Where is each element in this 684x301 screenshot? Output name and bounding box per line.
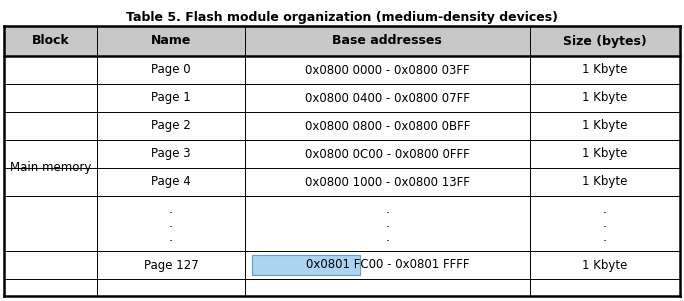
Bar (4, 56, 97, 84)
Bar (530, 196, 680, 251)
Text: 1 Kbyte: 1 Kbyte (582, 259, 628, 272)
Text: .: . (385, 217, 389, 230)
Bar (245, 56, 530, 84)
Bar (530, 84, 680, 112)
Bar (245, 112, 530, 140)
Text: Base addresses: Base addresses (332, 35, 442, 48)
Bar (97, 56, 245, 84)
Text: .: . (169, 231, 173, 244)
Bar (245, 168, 530, 196)
Bar (97, 251, 245, 279)
Text: 0x0800 0400 - 0x0800 07FF: 0x0800 0400 - 0x0800 07FF (305, 92, 470, 104)
Bar (4, 84, 97, 112)
Bar (530, 112, 680, 140)
Bar (97, 168, 245, 196)
Bar (4, 196, 97, 251)
Text: Size (bytes): Size (bytes) (563, 35, 647, 48)
Text: .: . (169, 217, 173, 230)
Bar (4, 168, 97, 196)
Text: Table 5. Flash module organization (medium-density devices): Table 5. Flash module organization (medi… (126, 11, 558, 24)
Bar (245, 84, 530, 112)
Text: Block: Block (31, 35, 70, 48)
Text: 0x0800 0C00 - 0x0800 0FFF: 0x0800 0C00 - 0x0800 0FFF (305, 147, 470, 160)
Text: Main memory: Main memory (10, 161, 92, 174)
Bar (97, 26, 245, 56)
Text: Page 4: Page 4 (151, 175, 191, 188)
Bar (245, 26, 530, 56)
Bar (97, 140, 245, 168)
Text: 0x0800 0800 - 0x0800 0BFF: 0x0800 0800 - 0x0800 0BFF (304, 119, 470, 132)
Text: 1 Kbyte: 1 Kbyte (582, 175, 628, 188)
Bar (245, 140, 530, 168)
Text: 0x0800 0000 - 0x0800 03FF: 0x0800 0000 - 0x0800 03FF (305, 64, 470, 76)
Text: Page 1: Page 1 (151, 92, 191, 104)
Text: Page 127: Page 127 (144, 259, 198, 272)
Text: .: . (385, 231, 389, 244)
Text: 1 Kbyte: 1 Kbyte (582, 119, 628, 132)
Bar (97, 112, 245, 140)
Bar (4, 26, 97, 56)
Bar (252, 255, 360, 275)
Text: .: . (385, 203, 389, 216)
Bar (4, 251, 97, 279)
Bar (530, 56, 680, 84)
Text: 1 Kbyte: 1 Kbyte (582, 147, 628, 160)
Text: Page 2: Page 2 (151, 119, 191, 132)
Bar (245, 251, 530, 279)
Text: 1 Kbyte: 1 Kbyte (582, 64, 628, 76)
Bar (4, 112, 97, 140)
Text: Page 0: Page 0 (151, 64, 191, 76)
Text: .: . (169, 203, 173, 216)
Text: .: . (603, 231, 607, 244)
Text: 1 Kbyte: 1 Kbyte (582, 92, 628, 104)
Text: Name: Name (150, 35, 191, 48)
Bar (97, 196, 245, 251)
Bar (97, 84, 245, 112)
Text: .: . (603, 217, 607, 230)
Bar (530, 140, 680, 168)
Bar (245, 196, 530, 251)
Text: 0x0800 1000 - 0x0800 13FF: 0x0800 1000 - 0x0800 13FF (305, 175, 470, 188)
Text: Page 3: Page 3 (151, 147, 191, 160)
Text: 0x0801 FC00 - 0x0801 FFFF: 0x0801 FC00 - 0x0801 FFFF (306, 259, 469, 272)
Bar (530, 168, 680, 196)
Text: .: . (603, 203, 607, 216)
Bar (530, 251, 680, 279)
Bar (4, 140, 97, 168)
Bar (530, 26, 680, 56)
